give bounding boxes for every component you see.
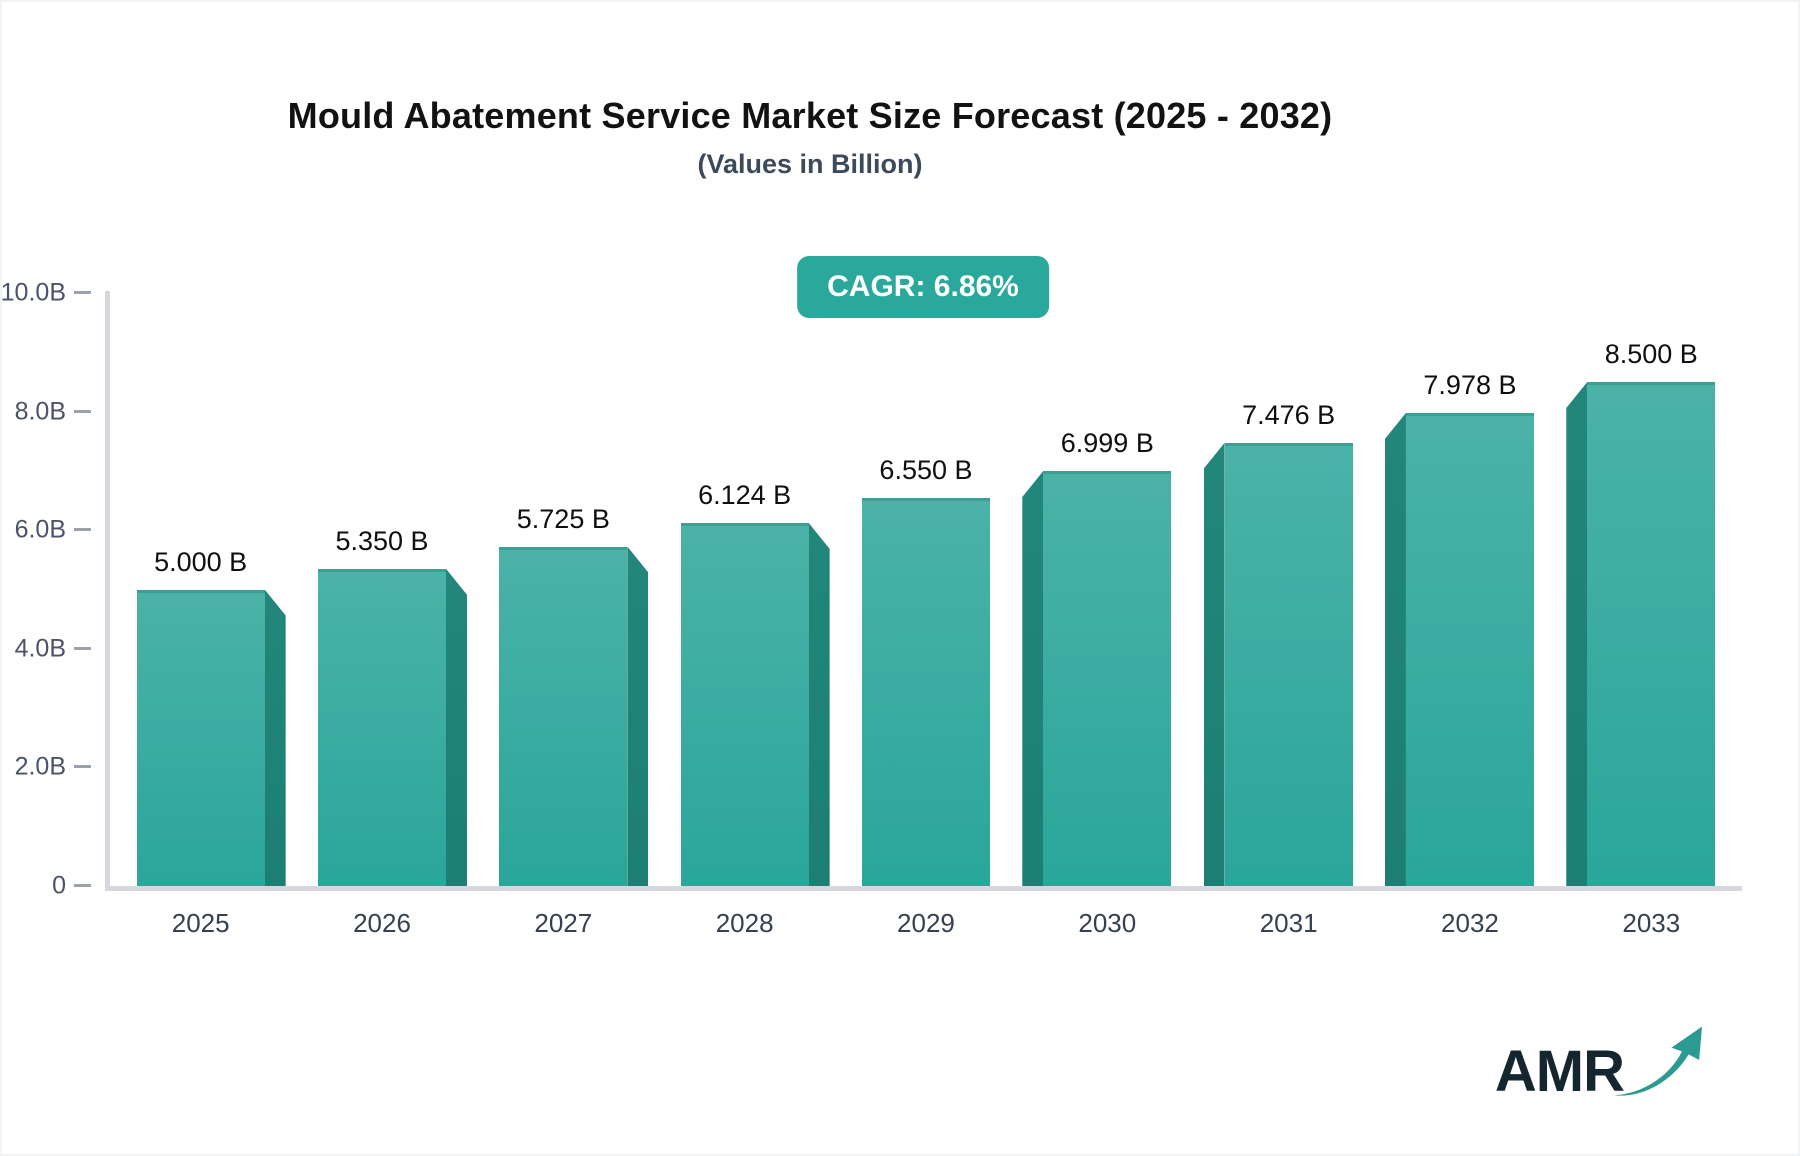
bar-slot: 5.000 B 2025 <box>110 293 291 938</box>
bar-group: 6.124 B <box>680 480 830 886</box>
bar-side-face <box>808 522 830 886</box>
y-tick-mark <box>74 765 91 769</box>
bar-value-label: 6.550 B <box>879 454 973 485</box>
bar-front-face <box>1405 412 1534 886</box>
bar-front-face <box>861 497 990 886</box>
bar-slot: 7.978 B 2032 <box>1379 293 1560 938</box>
bar-side-face <box>1384 412 1406 886</box>
chart-subtitle: (Values in Billion) <box>697 149 923 179</box>
logo-text: AMR <box>1494 1038 1625 1104</box>
x-axis-label: 2032 <box>1441 908 1499 938</box>
y-tick-label: 0 <box>52 871 66 900</box>
x-axis-label: 2026 <box>353 908 411 938</box>
bar-group: 5.000 B <box>136 547 286 886</box>
bar-group: 5.350 B <box>317 526 467 886</box>
x-axis-label: 2028 <box>715 908 774 938</box>
x-axis-label: 2025 <box>171 908 230 938</box>
y-tick-mark <box>74 291 91 294</box>
bar-slot: 5.350 B 2026 <box>291 293 472 938</box>
y-tick-label: 4.0B <box>14 634 66 663</box>
y-tick-label: 2.0B <box>14 752 66 781</box>
y-tick-mark <box>74 646 91 650</box>
bar-value-label: 7.978 B <box>1423 369 1517 400</box>
bar-slot: 6.124 B 2028 <box>654 293 835 938</box>
bar-side-face <box>627 546 649 886</box>
y-tick-label: 10.0B <box>0 278 66 307</box>
x-axis-label: 2033 <box>1622 908 1681 938</box>
plot-area: 10.0B 8.0B 6.0B 4.0B 2.0B 0 5.000 B 2025 5.350 … <box>1 279 1742 938</box>
y-tick-label: 6.0B <box>14 515 66 544</box>
bar-value-label: 5.350 B <box>335 525 429 556</box>
bar-slot: 7.476 B 2031 <box>1198 293 1379 938</box>
bar-group: 6.550 B <box>861 455 990 886</box>
bar-group: 5.725 B <box>499 504 649 886</box>
x-axis-label: 2030 <box>1078 908 1137 938</box>
bar-side-face <box>1022 470 1044 886</box>
bar-slot: 8.500 B 2033 <box>1561 293 1742 938</box>
bar-group: 6.999 B <box>1022 428 1172 886</box>
x-axis-label: 2029 <box>897 908 955 938</box>
bar-slot: 6.550 B 2029 <box>835 293 1016 938</box>
bar-side-face <box>1203 442 1225 886</box>
bar-value-label: 5.000 B <box>154 546 248 577</box>
bar-front-face <box>317 568 446 886</box>
y-axis-line <box>105 291 110 891</box>
bar-value-label: 7.476 B <box>1242 399 1336 430</box>
bars: 5.000 B 2025 5.350 B 2026 5.725 B 2027 6.124 B… <box>110 293 1742 938</box>
bar-group: 7.476 B <box>1203 400 1353 886</box>
bar-side-face <box>264 589 286 886</box>
x-axis-line <box>105 886 1742 891</box>
bar-front-face <box>1587 381 1716 886</box>
bar-front-face <box>499 546 628 886</box>
bar-front-face <box>1043 470 1172 886</box>
y-tick-label: 8.0B <box>14 397 66 426</box>
bar-side-face <box>1566 381 1588 886</box>
bar-group: 7.978 B <box>1384 370 1534 886</box>
y-tick-mark <box>74 528 91 532</box>
chart-title: Mould Abatement Service Market Size Fore… <box>287 95 1333 136</box>
bar-group: 8.500 B <box>1566 339 1716 886</box>
bar-slot: 6.999 B 2030 <box>1017 293 1198 938</box>
bar-value-label: 5.725 B <box>516 503 610 534</box>
trend-up-arrow-icon <box>1612 1019 1708 1108</box>
y-tick-mark <box>74 884 91 887</box>
bar-front-face <box>680 522 809 886</box>
y-tick-mark <box>74 409 91 413</box>
bar-front-face <box>136 589 265 886</box>
bar-front-face <box>1224 442 1353 886</box>
bar-slot: 5.725 B 2027 <box>473 293 654 938</box>
cagr-badge: CAGR: 6.86% <box>797 256 1049 318</box>
bar-value-label: 8.500 B <box>1604 338 1698 369</box>
bar-side-face <box>445 568 467 886</box>
x-axis-label: 2031 <box>1259 908 1318 938</box>
bar-value-label: 6.124 B <box>698 479 792 510</box>
amr-logo: AMR <box>1494 1026 1708 1108</box>
x-axis-label: 2027 <box>534 908 593 938</box>
bar-value-label: 6.999 B <box>1060 427 1154 458</box>
